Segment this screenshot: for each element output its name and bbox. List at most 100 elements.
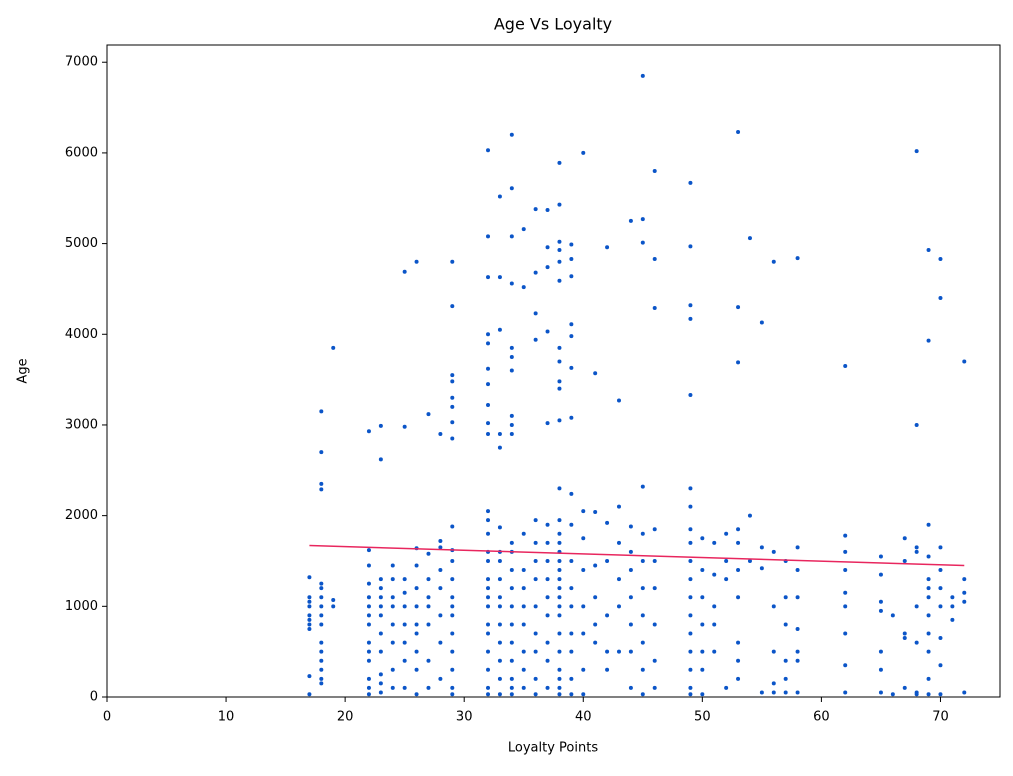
point — [390, 577, 395, 582]
point — [331, 604, 336, 609]
point — [450, 304, 455, 309]
point — [736, 305, 741, 310]
point — [795, 658, 800, 663]
point — [486, 622, 491, 627]
point — [759, 545, 764, 550]
point — [581, 692, 586, 697]
point — [688, 504, 693, 509]
point — [902, 536, 907, 541]
point — [497, 604, 502, 609]
point — [652, 305, 657, 310]
point — [366, 622, 371, 627]
point — [450, 379, 455, 384]
point — [628, 595, 633, 600]
point — [914, 149, 919, 154]
point — [402, 658, 407, 663]
point — [378, 423, 383, 428]
point — [426, 685, 431, 690]
point — [557, 676, 562, 681]
point — [545, 685, 550, 690]
point — [652, 527, 657, 532]
point — [747, 513, 752, 518]
point — [497, 692, 502, 697]
y-tick-label: 1000 — [65, 599, 98, 614]
point — [902, 558, 907, 563]
point — [545, 595, 550, 600]
point — [402, 685, 407, 690]
point — [914, 640, 919, 645]
point — [426, 577, 431, 582]
point — [688, 540, 693, 545]
point — [557, 540, 562, 545]
point — [736, 595, 741, 600]
point — [486, 509, 491, 514]
point — [497, 658, 502, 663]
point — [569, 257, 574, 262]
point — [521, 604, 526, 609]
point — [486, 586, 491, 591]
point — [521, 568, 526, 573]
point — [902, 631, 907, 636]
point — [402, 577, 407, 582]
point — [688, 595, 693, 600]
point — [736, 676, 741, 681]
point — [509, 676, 514, 681]
point — [378, 586, 383, 591]
point — [390, 685, 395, 690]
point — [486, 148, 491, 153]
point — [843, 533, 848, 538]
point — [557, 239, 562, 244]
point — [557, 386, 562, 391]
point — [628, 218, 633, 223]
point — [509, 640, 514, 645]
point — [390, 604, 395, 609]
point — [688, 649, 693, 654]
point — [533, 540, 538, 545]
point — [486, 577, 491, 582]
point — [747, 236, 752, 241]
point — [378, 631, 383, 636]
point — [616, 577, 621, 582]
point — [783, 622, 788, 627]
point — [557, 278, 562, 283]
point — [331, 597, 336, 602]
point — [533, 631, 538, 636]
point — [486, 332, 491, 337]
point — [366, 563, 371, 568]
point — [557, 259, 562, 264]
point — [521, 586, 526, 591]
point — [557, 518, 562, 523]
point — [557, 345, 562, 350]
point — [414, 692, 419, 697]
point — [914, 690, 919, 695]
point — [569, 522, 574, 527]
point — [843, 590, 848, 595]
point — [616, 504, 621, 509]
point — [414, 631, 419, 636]
point — [378, 649, 383, 654]
point — [962, 599, 967, 604]
point — [450, 558, 455, 563]
point — [605, 245, 610, 250]
point — [771, 259, 776, 264]
point — [700, 622, 705, 627]
point — [545, 540, 550, 545]
point — [450, 259, 455, 264]
point — [605, 613, 610, 618]
point — [759, 690, 764, 695]
point — [545, 245, 550, 250]
point — [616, 540, 621, 545]
point — [366, 640, 371, 645]
point — [640, 531, 645, 536]
point — [378, 681, 383, 686]
point — [795, 690, 800, 695]
point — [509, 658, 514, 663]
point — [509, 413, 514, 418]
point — [307, 595, 312, 600]
point — [533, 270, 538, 275]
point — [557, 359, 562, 364]
point — [366, 429, 371, 434]
y-tick-label: 4000 — [65, 327, 98, 342]
point — [569, 604, 574, 609]
point — [843, 549, 848, 554]
